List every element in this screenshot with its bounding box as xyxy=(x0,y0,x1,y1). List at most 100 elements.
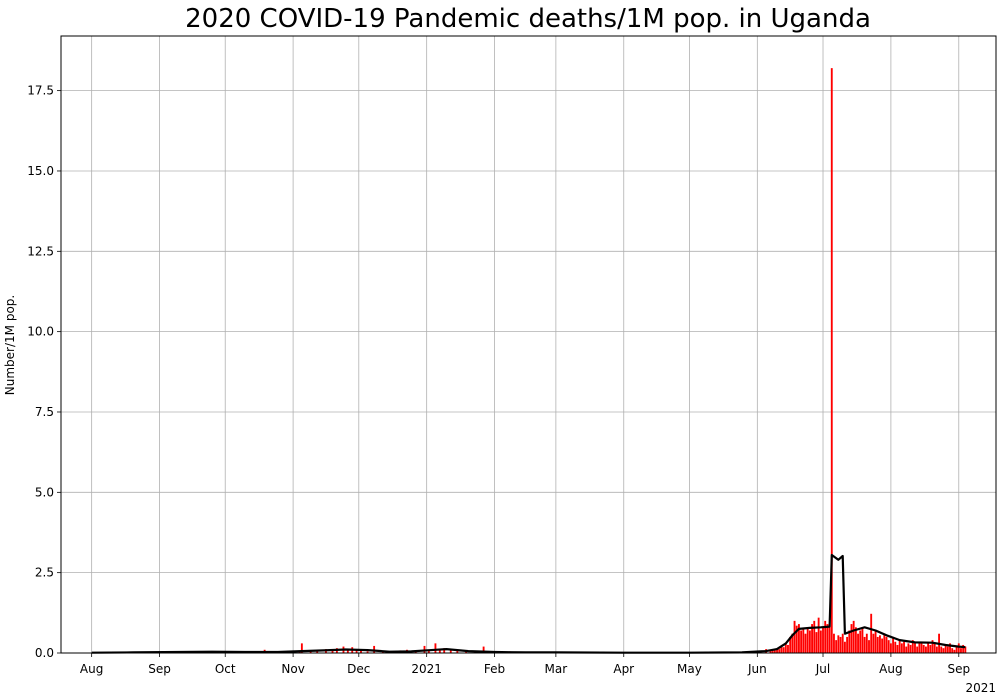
bar xyxy=(789,636,792,653)
bar xyxy=(903,641,905,653)
bar xyxy=(933,643,936,653)
bar xyxy=(456,650,459,653)
bar xyxy=(817,617,820,653)
bar xyxy=(881,638,884,653)
bar xyxy=(360,650,362,653)
bar xyxy=(815,632,818,653)
bar xyxy=(900,643,903,653)
x-tick-label: 2021 xyxy=(411,662,442,676)
bar xyxy=(924,646,927,653)
bar xyxy=(865,633,868,653)
bar xyxy=(438,649,441,653)
grid xyxy=(61,36,996,654)
bar xyxy=(300,643,303,653)
bar xyxy=(773,650,776,653)
bar xyxy=(833,633,835,653)
bar xyxy=(960,648,962,653)
bar xyxy=(381,651,384,653)
x-tick-label: Jul xyxy=(815,662,830,676)
x-tick-label: Dec xyxy=(347,662,370,676)
bar xyxy=(916,646,919,653)
bar xyxy=(819,630,822,653)
bar xyxy=(896,644,899,653)
y-tick-label: 17.5 xyxy=(27,84,54,98)
bar xyxy=(946,646,949,653)
bar xyxy=(843,641,846,653)
chart-title: 2020 COVID-19 Pandemic deaths/1M pop. in… xyxy=(185,4,871,34)
bar xyxy=(962,644,965,653)
x-tick-label: Feb xyxy=(484,662,505,676)
bar xyxy=(835,640,838,653)
bar xyxy=(813,620,816,653)
x-axis-offset-label: 2021 xyxy=(965,681,996,695)
bar xyxy=(944,644,947,653)
bar xyxy=(808,630,811,653)
y-axis: 0.0 2.5 5.0 7.5 10.0 12.5 15.0 17.5 xyxy=(27,84,61,660)
bar xyxy=(940,646,943,653)
bar xyxy=(791,633,794,653)
bar xyxy=(898,640,901,653)
bar xyxy=(782,647,785,653)
bar xyxy=(793,620,796,653)
bar xyxy=(800,630,803,653)
plot-background xyxy=(61,36,996,653)
bar xyxy=(957,643,960,653)
bar xyxy=(859,630,862,653)
y-tick-label: 15.0 xyxy=(27,164,54,178)
bar xyxy=(951,648,954,653)
x-tick-label: Nov xyxy=(281,662,304,676)
y-tick-label: 5.0 xyxy=(35,485,54,499)
bar xyxy=(434,643,437,653)
bar xyxy=(889,643,892,653)
bar xyxy=(797,624,800,653)
y-axis-label: Number/1M pop. xyxy=(3,295,17,395)
bar xyxy=(911,640,914,653)
bar xyxy=(828,625,831,653)
bar xyxy=(771,649,774,653)
bar xyxy=(778,649,781,653)
x-tick-label: Sep xyxy=(148,662,171,676)
bar xyxy=(804,633,807,653)
bar xyxy=(830,68,833,653)
rolling-average-line xyxy=(91,553,966,654)
bar xyxy=(331,650,334,653)
bar xyxy=(826,624,829,653)
bar xyxy=(885,636,888,653)
bar xyxy=(935,646,938,653)
x-tick-label: Jun xyxy=(747,662,767,676)
bar xyxy=(874,630,877,653)
bar xyxy=(373,645,376,653)
bar xyxy=(868,640,870,653)
plot-frame xyxy=(60,35,997,654)
x-tick-label: Aug xyxy=(879,662,902,676)
bar xyxy=(949,643,951,653)
y-tick-label: 12.5 xyxy=(27,244,54,258)
y-tick-label: 10.0 xyxy=(27,325,54,339)
bar xyxy=(427,650,430,653)
bar xyxy=(366,651,369,653)
bar xyxy=(929,644,932,653)
bar xyxy=(931,640,934,653)
bar xyxy=(905,646,908,653)
bar xyxy=(848,630,851,653)
bar xyxy=(443,648,446,653)
bar xyxy=(769,651,772,653)
y-tick-label: 7.5 xyxy=(35,405,54,419)
bar xyxy=(776,648,778,653)
bar xyxy=(795,625,798,653)
bar xyxy=(894,641,897,653)
x-tick-label: Apr xyxy=(613,662,634,676)
bar xyxy=(355,649,358,653)
x-tick-label: Sep xyxy=(947,662,970,676)
bar xyxy=(449,649,452,653)
bar xyxy=(909,644,912,653)
x-tick-label: May xyxy=(677,662,702,676)
bar xyxy=(780,646,783,653)
bar xyxy=(850,624,853,653)
bar xyxy=(822,627,824,653)
y-tick-label: 0.0 xyxy=(35,646,54,660)
x-axis: Aug Sep Oct Nov Dec 2021 Feb Mar Apr May Jun Jul Aug… xyxy=(80,653,970,676)
x-tick-label: Mar xyxy=(545,662,568,676)
bar xyxy=(927,643,930,653)
